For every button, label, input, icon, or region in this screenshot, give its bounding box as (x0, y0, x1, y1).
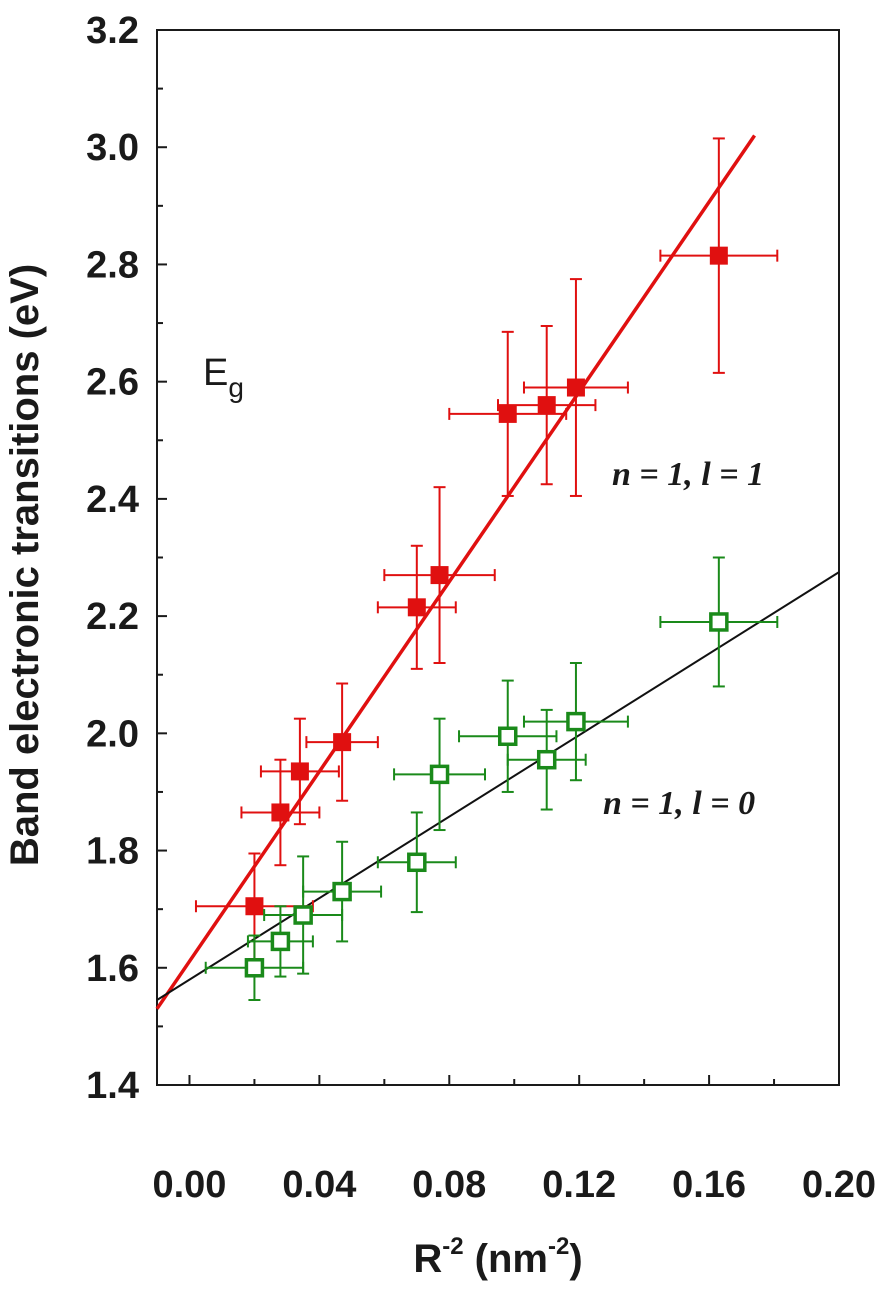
y-tick-label: 3.2 (86, 10, 139, 52)
y-tick-label: 2.4 (86, 479, 139, 521)
data-point-green (458, 679, 558, 793)
marker-open-square (429, 764, 450, 785)
marker-filled-square (271, 803, 290, 822)
series1-annotation: n = 1, l = 1 (612, 456, 764, 493)
fit-lines (155, 134, 840, 1010)
series2-annotation: n = 1, l = 0 (603, 785, 755, 822)
data-point-green (246, 905, 314, 978)
y-tick-label: 1.6 (86, 948, 139, 990)
marker-filled-square (245, 897, 264, 916)
y-tick-label: 3.0 (86, 127, 139, 169)
data-point-green (204, 934, 305, 1002)
x-tick-label: 0.00 (152, 1164, 226, 1206)
eg-annotation: Eg (203, 352, 244, 403)
y-tick-label: 2.8 (86, 244, 139, 286)
data-point-green (522, 662, 629, 782)
marker-open-square (407, 852, 427, 873)
data-point-green (659, 556, 779, 688)
y-tick-label: 1.4 (86, 1065, 139, 1107)
data-point-green (376, 811, 457, 914)
data-point-green (263, 855, 344, 975)
x-tick-label: 0.16 (672, 1164, 746, 1206)
marker-filled-square (333, 733, 352, 752)
marker-filled-square (566, 378, 585, 397)
data-point-red (383, 486, 496, 664)
x-tick-label: 0.08 (412, 1164, 486, 1206)
marker-open-square (536, 749, 557, 770)
marker-filled-square (407, 598, 426, 617)
y-tick-label: 2.6 (86, 362, 139, 404)
x-axis-title: R-2 (nm-2) (413, 1233, 582, 1281)
marker-filled-square (537, 396, 556, 415)
data-point-red (497, 324, 597, 486)
x-axis: 0.00 0.04 0.08 0.12 0.16 0.20 (152, 1075, 876, 1206)
x-tick-label: 0.20 (802, 1164, 876, 1206)
y-tick-label: 1.8 (86, 831, 139, 873)
data-point-red (659, 137, 779, 374)
data-point-red (376, 544, 457, 670)
marker-open-square (709, 612, 729, 632)
marker-open-square (566, 711, 586, 732)
plot-frame (156, 29, 840, 1086)
x-tick-label: 0.04 (282, 1164, 356, 1206)
marker-open-square (270, 931, 291, 952)
data-point-red (305, 682, 379, 802)
marker-filled-square (430, 566, 449, 585)
y-axis: 1.4 1.6 1.8 2.0 2.2 2.4 2.6 2.8 3.0 3.2 (86, 10, 167, 1107)
x-tick-label: 0.12 (542, 1164, 616, 1206)
y-axis-title: Band electronic transitions (eV) (3, 264, 47, 866)
y-tick-label: 2.2 (86, 596, 139, 638)
data-points (194, 137, 779, 1002)
data-point-red (522, 278, 629, 497)
data-point-green (302, 840, 383, 943)
marker-open-square (244, 958, 265, 978)
data-point-green (506, 708, 587, 811)
y-tick-label: 2.0 (86, 713, 139, 755)
marker-open-square (332, 881, 352, 902)
marker-filled-square (709, 246, 728, 265)
marker-filled-square (290, 762, 309, 781)
data-point-green (393, 717, 487, 832)
marker-filled-square (498, 404, 517, 423)
data-point-red (240, 758, 321, 867)
marker-open-square (497, 726, 518, 747)
marker-open-square (293, 905, 313, 925)
data-point-red (259, 717, 340, 826)
fit-line-n1-l0 (156, 571, 840, 1001)
fit-line-n1-l1 (155, 134, 757, 1010)
